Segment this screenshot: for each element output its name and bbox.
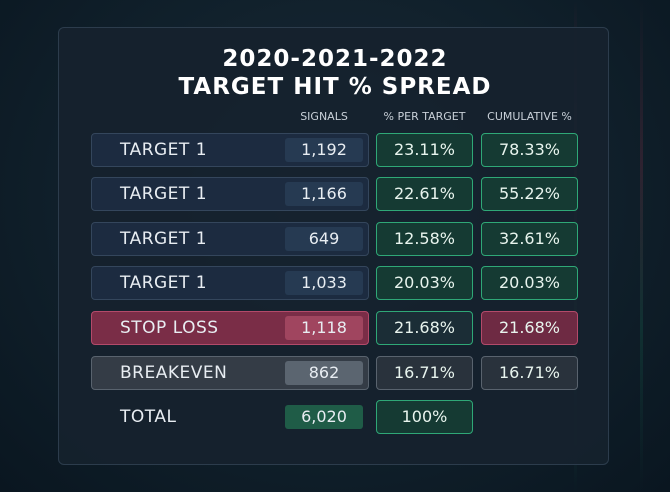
cumulative-value: 16.71%: [481, 356, 578, 390]
cumulative-value: 78.33%: [481, 133, 578, 167]
per-target-value: 22.61%: [376, 177, 473, 211]
title-line-1: 2020-2021-2022: [222, 46, 448, 72]
cumulative-value: 55.22%: [481, 177, 578, 211]
signals-value: 1,192: [285, 138, 363, 162]
table-row-breakeven: BREAKEVEN 862 16.71% 16.71%: [0, 356, 670, 390]
table-row-total: TOTAL 6,020 100%: [0, 400, 670, 434]
signals-value: 1,033: [285, 271, 363, 295]
table-row-stop-loss: STOP LOSS 1,118 21.68% 21.68%: [0, 311, 670, 345]
background-chart-line: [640, 0, 643, 492]
col-header-per-target: % PER TARGET: [383, 110, 466, 123]
signals-value: 862: [285, 361, 363, 385]
cumulative-value: 21.68%: [481, 311, 578, 345]
signals-value: 649: [285, 227, 363, 251]
per-target-value: 16.71%: [376, 356, 473, 390]
total-label: TOTAL: [120, 407, 177, 427]
table-row: TARGET 1 1,033 20.03% 20.03%: [0, 266, 670, 300]
signals-value: 1,166: [285, 182, 363, 206]
total-per-target-value: 100%: [376, 400, 473, 434]
cumulative-value: 32.61%: [481, 222, 578, 256]
total-signals-value: 6,020: [285, 405, 363, 429]
table-row: TARGET 1 649 12.58% 32.61%: [0, 222, 670, 256]
per-target-value: 12.58%: [376, 222, 473, 256]
table-row: TARGET 1 1,192 23.11% 78.33%: [0, 133, 670, 167]
per-target-value: 20.03%: [376, 266, 473, 300]
per-target-value: 21.68%: [376, 311, 473, 345]
cumulative-value: 20.03%: [481, 266, 578, 300]
table-row: TARGET 1 1,166 22.61% 55.22%: [0, 177, 670, 211]
signals-value: 1,118: [285, 316, 363, 340]
per-target-value: 23.11%: [376, 133, 473, 167]
col-header-signals: SIGNALS: [300, 110, 348, 123]
col-header-cumulative: CUMULATIVE %: [487, 110, 572, 123]
title-line-2: TARGET HIT % SPREAD: [178, 74, 492, 100]
